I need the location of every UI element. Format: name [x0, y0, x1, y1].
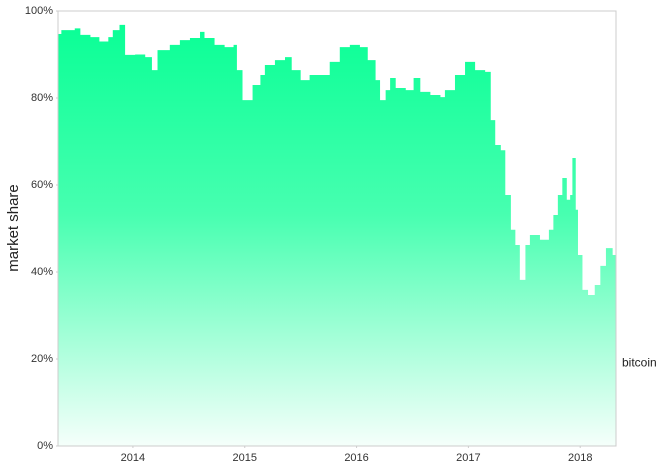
y-tick-label: 20%	[31, 353, 53, 365]
area	[58, 24, 616, 446]
y-tick-label: 100%	[25, 5, 53, 17]
y-axis-label: market share	[5, 184, 22, 272]
y-tick-label: 40%	[31, 266, 53, 278]
y-tick-label: 60%	[31, 179, 53, 191]
x-tick-label: 2018	[568, 452, 592, 464]
series-label: bitcoin	[622, 356, 657, 370]
plot-frame	[57, 10, 617, 447]
x-tick-label: 2017	[456, 452, 480, 464]
x-tick-label: 2016	[344, 452, 368, 464]
y-tick-label: 80%	[31, 92, 53, 104]
x-tick-label: 2015	[233, 452, 257, 464]
x-tick-label: 2014	[121, 452, 145, 464]
y-tick-label: 0%	[37, 440, 53, 452]
